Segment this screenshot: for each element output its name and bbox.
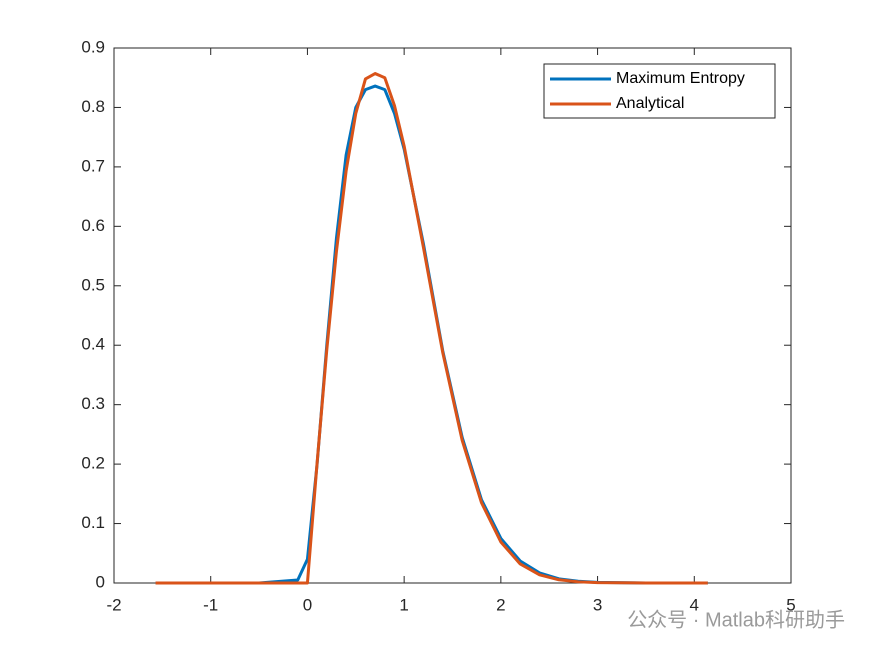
y-tick-label: 0.6 xyxy=(81,216,105,235)
y-tick-label: 0.8 xyxy=(81,97,105,116)
axes-box xyxy=(113,47,792,584)
y-tick-label: 0.1 xyxy=(81,513,105,532)
y-tick-label: 0.7 xyxy=(81,156,105,175)
x-tick-label: -1 xyxy=(203,595,218,614)
legend-label: Maximum Entropy xyxy=(616,70,745,87)
x-tick-label: 2 xyxy=(496,595,505,614)
x-tick-label: 1 xyxy=(399,595,408,614)
legend-label: Analytical xyxy=(616,95,684,112)
x-tick-label: -2 xyxy=(106,595,121,614)
y-tick-label: 0.9 xyxy=(81,37,105,56)
x-tick-label: 4 xyxy=(690,595,699,614)
x-tick-label: 0 xyxy=(303,595,312,614)
y-tick-label: 0.5 xyxy=(81,275,105,294)
data-line xyxy=(155,72,708,585)
y-tick-label: 0.2 xyxy=(81,454,105,473)
legend-box xyxy=(543,63,776,119)
y-tick-label: 0.3 xyxy=(81,394,105,413)
x-tick-label: 3 xyxy=(593,595,602,614)
watermark: 公众号 · Matlab科研助手 xyxy=(627,608,845,631)
y-tick-label: 0 xyxy=(96,572,105,591)
x-tick-label: 5 xyxy=(786,595,795,614)
y-tick-label: 0.4 xyxy=(81,335,105,354)
